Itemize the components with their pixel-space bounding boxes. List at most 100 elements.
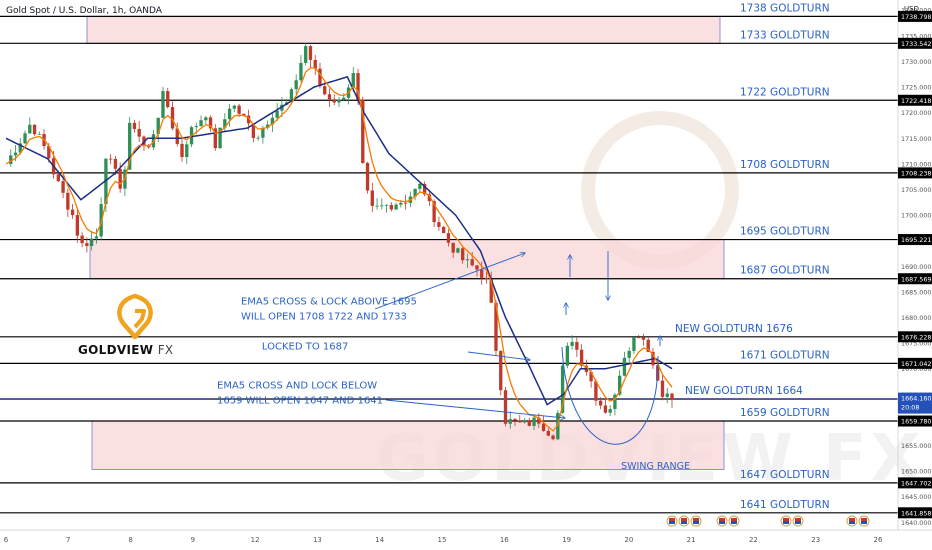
candle-body (608, 409, 612, 413)
candle-body (70, 209, 75, 216)
candle-body (275, 110, 279, 118)
candle-body (613, 394, 617, 410)
price-tag-box (898, 37, 932, 49)
candle-body (294, 80, 298, 90)
price-tag-box (898, 507, 932, 519)
price-tick-label: 1715.000 (901, 135, 932, 143)
candle-body (351, 73, 355, 88)
candle-body (575, 341, 579, 350)
candle-body (508, 419, 512, 424)
candle-body (9, 155, 13, 164)
time-tick-label: 19 (562, 536, 571, 544)
candle-body (632, 337, 636, 351)
price-tags: 1738.798 1733.542 1722.418 1708.238 1695.221… (898, 10, 932, 519)
time-axis[interactable]: 6 7 8 9 12 13 14 15 16 19 20 21 22 23 26 (4, 536, 883, 544)
candle-body (522, 420, 527, 423)
candle-body (622, 357, 627, 376)
candle-body (270, 117, 275, 125)
time-tick-label: 14 (375, 536, 384, 544)
flag-stripe (719, 518, 725, 521)
level-label: 1695 GOLDTURN (740, 226, 830, 238)
candle-body (456, 248, 460, 253)
price-tick-label: 1730.000 (901, 58, 932, 66)
candle-body (598, 400, 603, 406)
price-tick-label: 1735.000 (901, 32, 932, 40)
candle-body (66, 192, 70, 210)
candle-body (589, 371, 593, 382)
candle-body (85, 243, 89, 246)
price-tag-box (898, 273, 932, 285)
flag-stripe (681, 518, 687, 521)
candle-body (337, 99, 341, 103)
candle-body (413, 188, 417, 197)
price-tag-box (898, 331, 932, 343)
flag-stripe (693, 518, 699, 521)
price-tag-box (898, 234, 932, 246)
candle-body (480, 269, 484, 278)
candle-body (280, 104, 284, 111)
candle-body (223, 119, 227, 128)
candle-body (489, 279, 493, 303)
candle-body (80, 235, 84, 244)
time-tick-label: 15 (438, 536, 447, 544)
candle-body (394, 204, 398, 210)
candle-body (218, 127, 222, 149)
candle-body (327, 94, 332, 100)
candle-body (199, 120, 203, 127)
candle-body (89, 238, 94, 246)
candle-body (137, 128, 141, 137)
flag-stripe (849, 521, 855, 524)
price-tag-text: 1687.569 (901, 275, 932, 283)
candle-body (289, 89, 294, 103)
candle-body (128, 122, 132, 170)
flag-stripe (849, 518, 855, 521)
level-label: 1687 GOLDTURN (740, 265, 830, 277)
level-label: 1641 GOLDTURN (740, 499, 830, 511)
level-label: 1708 GOLDTURN (740, 159, 830, 171)
level-label: 1647 GOLDTURN (740, 469, 830, 481)
candle-body (441, 226, 446, 234)
candle-body (513, 419, 517, 421)
candle-body (370, 190, 374, 206)
time-tick-label: 6 (4, 536, 9, 544)
time-tick-label: 7 (66, 536, 70, 544)
level-label: 1733 GOLDTURN (740, 29, 830, 41)
candle-body (237, 105, 241, 114)
candle-body (660, 380, 665, 397)
price-tag-text: 1722.418 (901, 97, 932, 105)
candle-body (180, 143, 184, 157)
candles (9, 43, 674, 441)
candle-body (213, 128, 217, 149)
candle-body (227, 108, 232, 120)
flag-stripe (731, 518, 737, 521)
candle-body (437, 222, 441, 227)
candle-body (446, 233, 451, 243)
candle-body (156, 117, 160, 135)
candle-body (518, 420, 522, 423)
price-axis[interactable]: 1640.0001645.0001650.0001655.0001660.000… (901, 7, 932, 527)
candle-body (261, 127, 265, 138)
drawings (374, 251, 660, 445)
flag-icon (678, 515, 690, 527)
candle-body (132, 122, 137, 129)
price-tag-box (898, 94, 932, 106)
time-tick-label: 8 (128, 536, 132, 544)
candle-body (499, 350, 503, 391)
price-tag-text: 1676.228 (901, 333, 932, 341)
candle-body (108, 158, 113, 160)
price-tick-label: 1685.000 (901, 288, 932, 296)
candle-body (256, 137, 260, 139)
candle-body (265, 124, 270, 128)
flag-stripe (693, 521, 699, 524)
candle-body (537, 417, 541, 424)
candle-body (318, 68, 322, 87)
price-tick-label: 1680.000 (901, 314, 932, 322)
flag-stripe (783, 521, 789, 524)
candle-body (356, 73, 360, 100)
candle-body (75, 215, 80, 236)
annotation-text: EMA5 CROSS AND LOCK BELOW (217, 381, 377, 392)
flag-stripe (783, 518, 789, 521)
candle-body (251, 123, 256, 138)
economic-event-icons[interactable] (666, 515, 870, 527)
